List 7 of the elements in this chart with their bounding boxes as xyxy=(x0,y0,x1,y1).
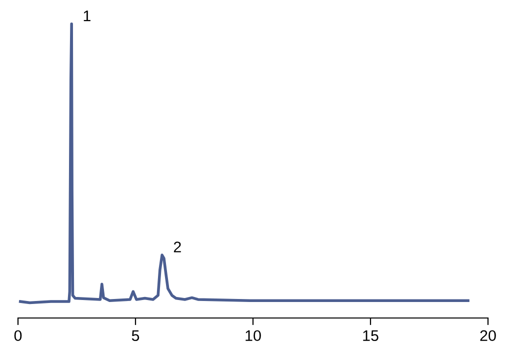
x-tick-label: 10 xyxy=(246,330,261,342)
x-tick-label: 0 xyxy=(14,330,22,342)
x-tick-label: 15 xyxy=(363,330,378,342)
x-tick-label: 5 xyxy=(132,330,140,342)
annotation: 1 xyxy=(84,10,90,22)
annotation: 2 xyxy=(174,242,181,252)
x-tick-label: 20 xyxy=(480,330,496,342)
